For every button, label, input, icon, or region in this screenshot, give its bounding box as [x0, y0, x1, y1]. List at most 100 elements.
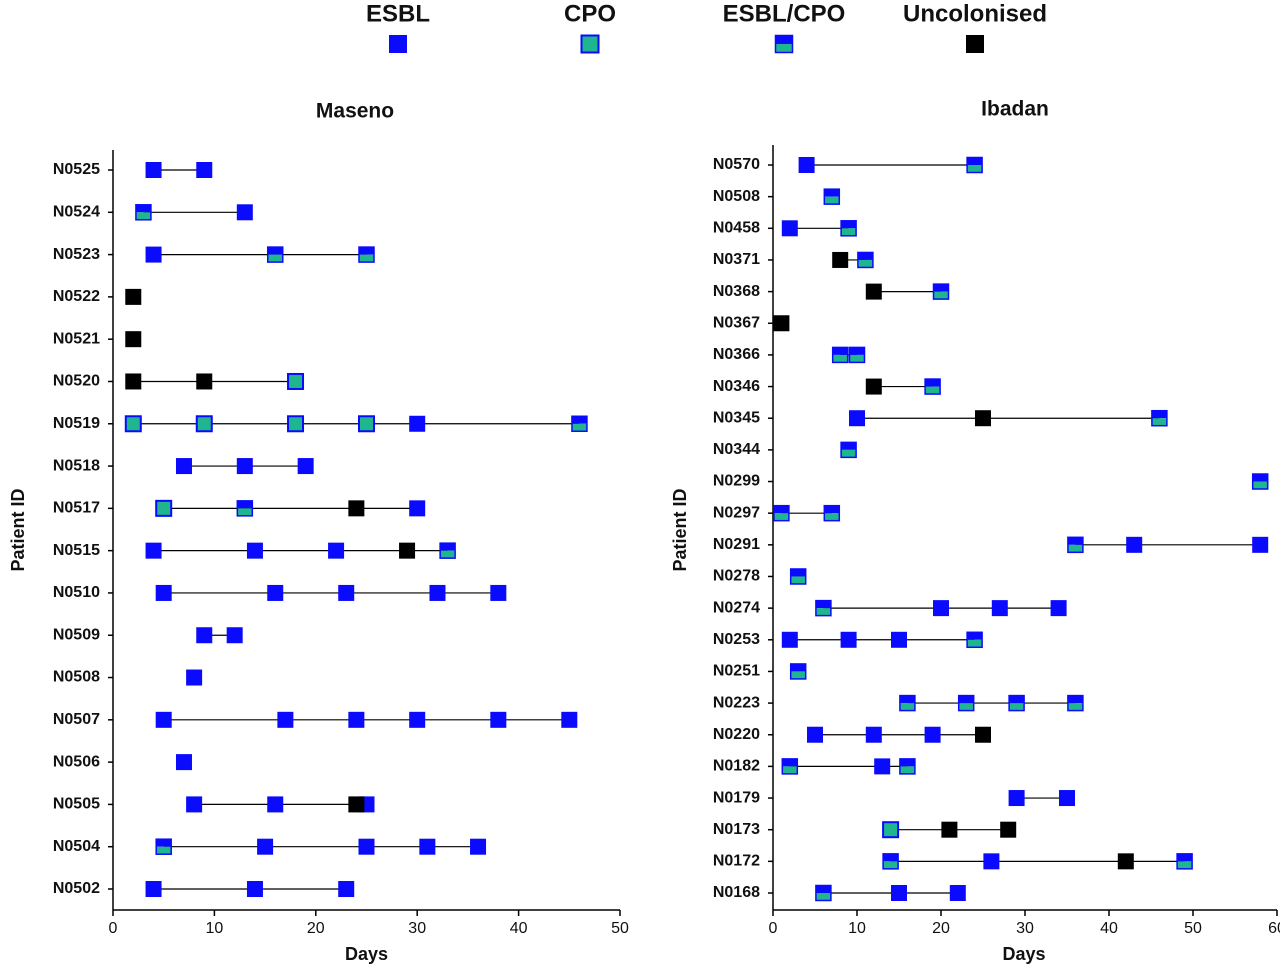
point	[246, 542, 263, 559]
marker-edge	[823, 188, 841, 205]
marker-body	[949, 885, 966, 901]
y-tick-label: N0525	[53, 161, 100, 178]
point	[773, 504, 790, 522]
point	[957, 694, 975, 712]
point	[932, 283, 950, 300]
point	[419, 838, 436, 855]
marker-body	[773, 315, 790, 332]
marker-top	[925, 379, 941, 387]
legend-marker	[580, 34, 600, 54]
x-tick-label: 0	[109, 920, 118, 937]
point	[789, 568, 807, 585]
marker-body	[125, 331, 142, 348]
point	[490, 711, 507, 728]
y-tick-label: N0173	[713, 821, 760, 838]
y-tick-label: N0346	[713, 378, 760, 395]
marker-top	[1009, 695, 1025, 704]
marker-edge	[882, 853, 899, 870]
y-tick-label: N0253	[713, 631, 760, 648]
marker-body	[891, 631, 907, 648]
marker-bottom	[775, 44, 793, 53]
marker-body	[975, 410, 991, 427]
marker-body	[1126, 536, 1143, 553]
x-tick-label: 10	[848, 920, 866, 937]
marker-body	[865, 378, 882, 395]
marker-body	[358, 415, 375, 433]
marker-body	[419, 838, 436, 855]
marker-edge	[1008, 694, 1025, 712]
marker-body	[246, 881, 263, 897]
x-tick-label: 40	[1100, 920, 1118, 937]
marker-edge	[236, 500, 254, 517]
point	[891, 631, 907, 648]
marker-edge	[932, 283, 950, 300]
y-tick-label: N0366	[713, 346, 760, 363]
y-tick-label: N0458	[713, 220, 760, 237]
marker-body	[145, 246, 162, 263]
marker-top	[156, 839, 172, 847]
marker-body	[849, 410, 865, 427]
marker-edge	[924, 378, 941, 395]
point	[798, 157, 815, 173]
marker-body	[874, 758, 891, 775]
marker-bottom	[135, 212, 151, 220]
point	[874, 758, 891, 775]
point	[155, 711, 172, 728]
point	[175, 754, 192, 771]
point	[1176, 853, 1193, 870]
point	[470, 838, 487, 855]
point	[348, 796, 365, 813]
marker-top	[1252, 474, 1268, 482]
x-tick-label: 20	[932, 920, 950, 937]
marker-edge	[840, 441, 857, 459]
marker-body	[983, 853, 1000, 870]
point	[226, 627, 243, 644]
marker-bottom	[359, 254, 374, 263]
point	[781, 758, 799, 775]
marker-body	[348, 500, 365, 517]
point	[195, 415, 213, 433]
marker-edge	[831, 346, 849, 364]
marker-body	[226, 627, 243, 644]
point	[561, 711, 578, 728]
marker-body	[1008, 790, 1025, 807]
marker-bottom	[967, 165, 983, 173]
y-tick-label: N0223	[713, 694, 760, 711]
marker-body	[124, 415, 142, 433]
y-tick-label: N0508	[713, 188, 760, 205]
point	[1151, 409, 1168, 427]
marker-bottom	[1177, 861, 1193, 869]
point	[155, 838, 172, 855]
marker-body	[933, 600, 949, 617]
marker-bottom	[857, 259, 873, 268]
panel-title: Maseno	[316, 100, 394, 123]
y-tick-label: N0299	[713, 473, 760, 490]
marker-body	[196, 162, 213, 178]
y-tick-label: N0523	[53, 246, 100, 263]
marker-bottom	[925, 386, 941, 395]
marker-top	[841, 442, 857, 450]
point	[1008, 694, 1025, 712]
point	[865, 726, 882, 743]
marker-top	[958, 695, 974, 704]
marker-top	[933, 284, 949, 292]
point	[966, 156, 983, 174]
point	[145, 542, 162, 559]
point	[277, 711, 294, 728]
y-tick-label: N0172	[713, 853, 760, 870]
marker-bottom	[1151, 418, 1167, 426]
marker-body	[175, 458, 192, 475]
marker-body	[328, 542, 345, 559]
x-tick-label: 20	[307, 920, 325, 937]
y-axis-label: Patient ID	[670, 488, 690, 571]
marker-body	[1117, 853, 1134, 870]
point	[409, 500, 426, 517]
x-tick-label: 30	[408, 920, 426, 937]
marker-body	[175, 754, 192, 771]
marker-body	[195, 415, 213, 433]
y-tick-label: N0521	[53, 330, 100, 347]
point	[857, 251, 874, 269]
point	[849, 410, 865, 427]
point	[848, 346, 866, 364]
